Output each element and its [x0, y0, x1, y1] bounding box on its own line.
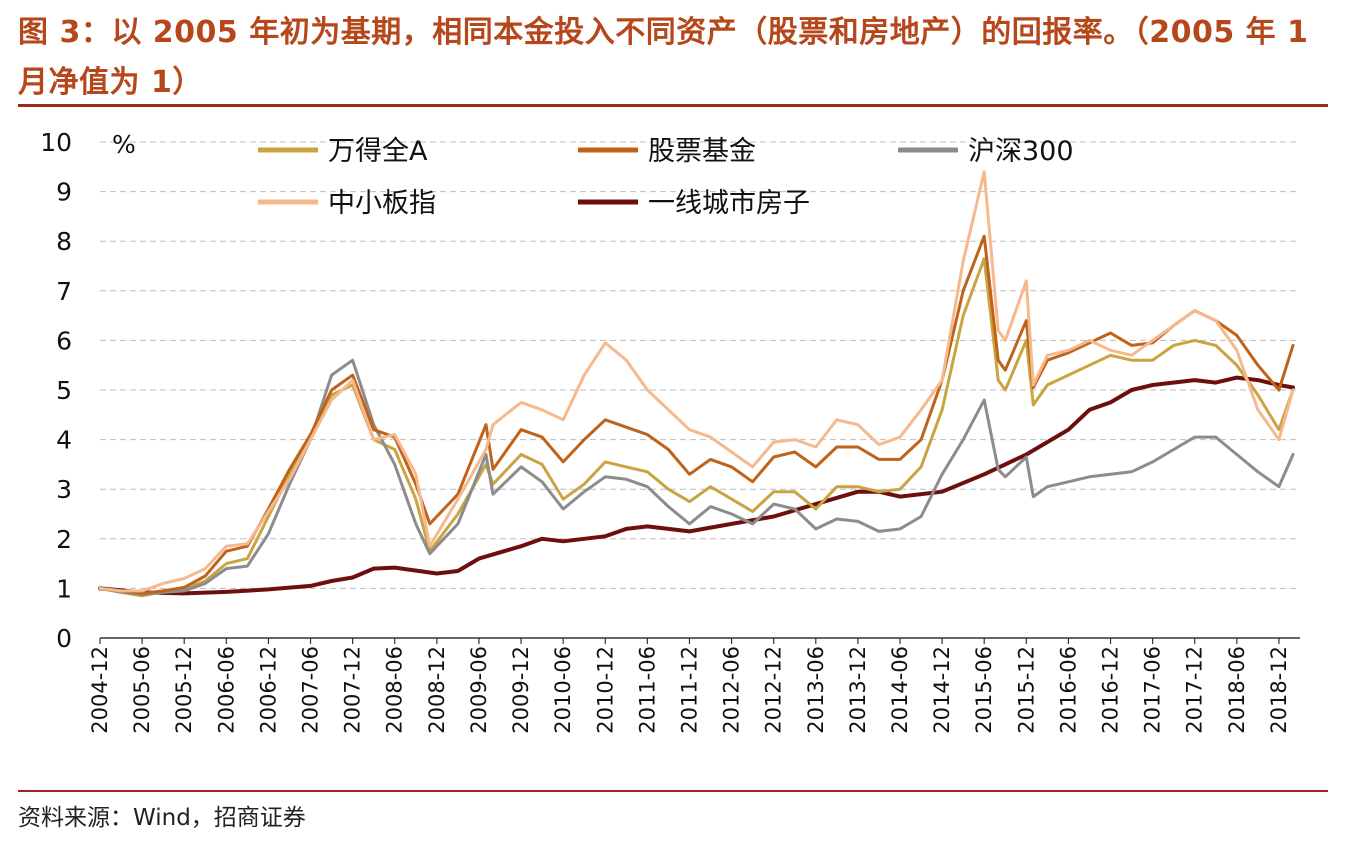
- y-tick-label: 1: [56, 574, 72, 603]
- x-tick-label: 2009-12: [509, 646, 533, 734]
- x-tick-label: 2015-12: [1014, 646, 1038, 734]
- x-tick-label: 2015-06: [972, 646, 996, 734]
- legend: 万得全A 股票基金 沪深300 中小板指 一线城市房子: [258, 136, 1074, 219]
- x-tick-label: 2010-12: [593, 646, 617, 734]
- legend-label: 中小板指: [328, 188, 436, 219]
- y-tick-label: 10: [40, 128, 72, 157]
- x-axis: 2004-12 2005-06 2005-12 2006-06 2006-12 2007-…: [88, 637, 1300, 734]
- x-tick-label: 2008-12: [425, 646, 449, 734]
- x-tick-label: 2007-06: [299, 646, 323, 734]
- y-tick-label: 3: [56, 475, 72, 504]
- x-tick-label: 2006-12: [256, 646, 280, 734]
- y-tick-label: 2: [56, 525, 72, 554]
- y-tick-label: 6: [56, 326, 72, 355]
- x-tick-label: 2014-06: [888, 646, 912, 734]
- series-lines: [98, 170, 1295, 598]
- series-line-3: [98, 170, 1295, 593]
- x-tick-label: 2016-06: [1056, 646, 1080, 734]
- series-line-2: [98, 358, 1295, 596]
- y-tick-label: 7: [56, 277, 72, 306]
- y-axis-unit: %: [112, 130, 136, 159]
- y-axis-ticks: 0 1 2 3 4 5 6 7 8 9 10: [40, 128, 72, 653]
- x-tick-label: 2012-06: [720, 646, 744, 734]
- x-tick-label: 2008-06: [383, 646, 407, 734]
- legend-label: 一线城市房子: [648, 188, 810, 219]
- x-tick-label: 2017-12: [1183, 646, 1207, 734]
- figure-title: 图 3：以 2005 年初为基期，相同本金投入不同资产（股票和房地产）的回报率。…: [18, 15, 1309, 100]
- line-chart: 0 1 2 3 4 5 6 7 8 9 10 % 2004-12 2005-06 2005-12 2006…: [40, 128, 1300, 734]
- y-tick-label: 0: [56, 624, 72, 653]
- y-tick-label: 5: [56, 376, 72, 405]
- top-divider: [18, 104, 1328, 107]
- gridlines: [100, 141, 1300, 589]
- x-tick-label: 2018-12: [1267, 646, 1291, 734]
- x-tick-label: 2006-06: [214, 646, 238, 734]
- x-tick-label: 2010-06: [551, 646, 575, 734]
- x-tick-label: 2017-06: [1141, 646, 1165, 734]
- x-tick-label: 2011-06: [635, 646, 659, 734]
- x-tick-label: 2013-06: [804, 646, 828, 734]
- source-note: 资料来源：Wind，招商证券: [18, 805, 306, 831]
- y-tick-label: 4: [56, 426, 72, 455]
- legend-label: 万得全A: [328, 136, 428, 167]
- series-line-1: [98, 234, 1295, 595]
- x-tick-label: 2011-12: [677, 646, 701, 734]
- x-tick-label: 2005-12: [172, 646, 196, 734]
- x-tick-label: 2007-12: [341, 646, 365, 734]
- x-tick-label: 2013-12: [846, 646, 870, 734]
- x-tick-label: 2016-12: [1099, 646, 1123, 734]
- legend-label: 股票基金: [648, 136, 756, 167]
- x-tick-label: 2009-06: [467, 646, 491, 734]
- x-tick-label: 2018-06: [1225, 646, 1249, 734]
- x-tick-label: 2014-12: [930, 646, 954, 734]
- x-tick-label: 2004-12: [88, 646, 112, 734]
- bottom-divider: [18, 790, 1328, 792]
- x-tick-label: 2005-06: [130, 646, 154, 734]
- y-tick-label: 8: [56, 227, 72, 256]
- series-line-0: [98, 257, 1295, 598]
- series-line-4: [98, 375, 1295, 596]
- y-tick-label: 9: [56, 178, 72, 207]
- x-tick-label: 2012-12: [762, 646, 786, 734]
- legend-label: 沪深300: [968, 136, 1074, 167]
